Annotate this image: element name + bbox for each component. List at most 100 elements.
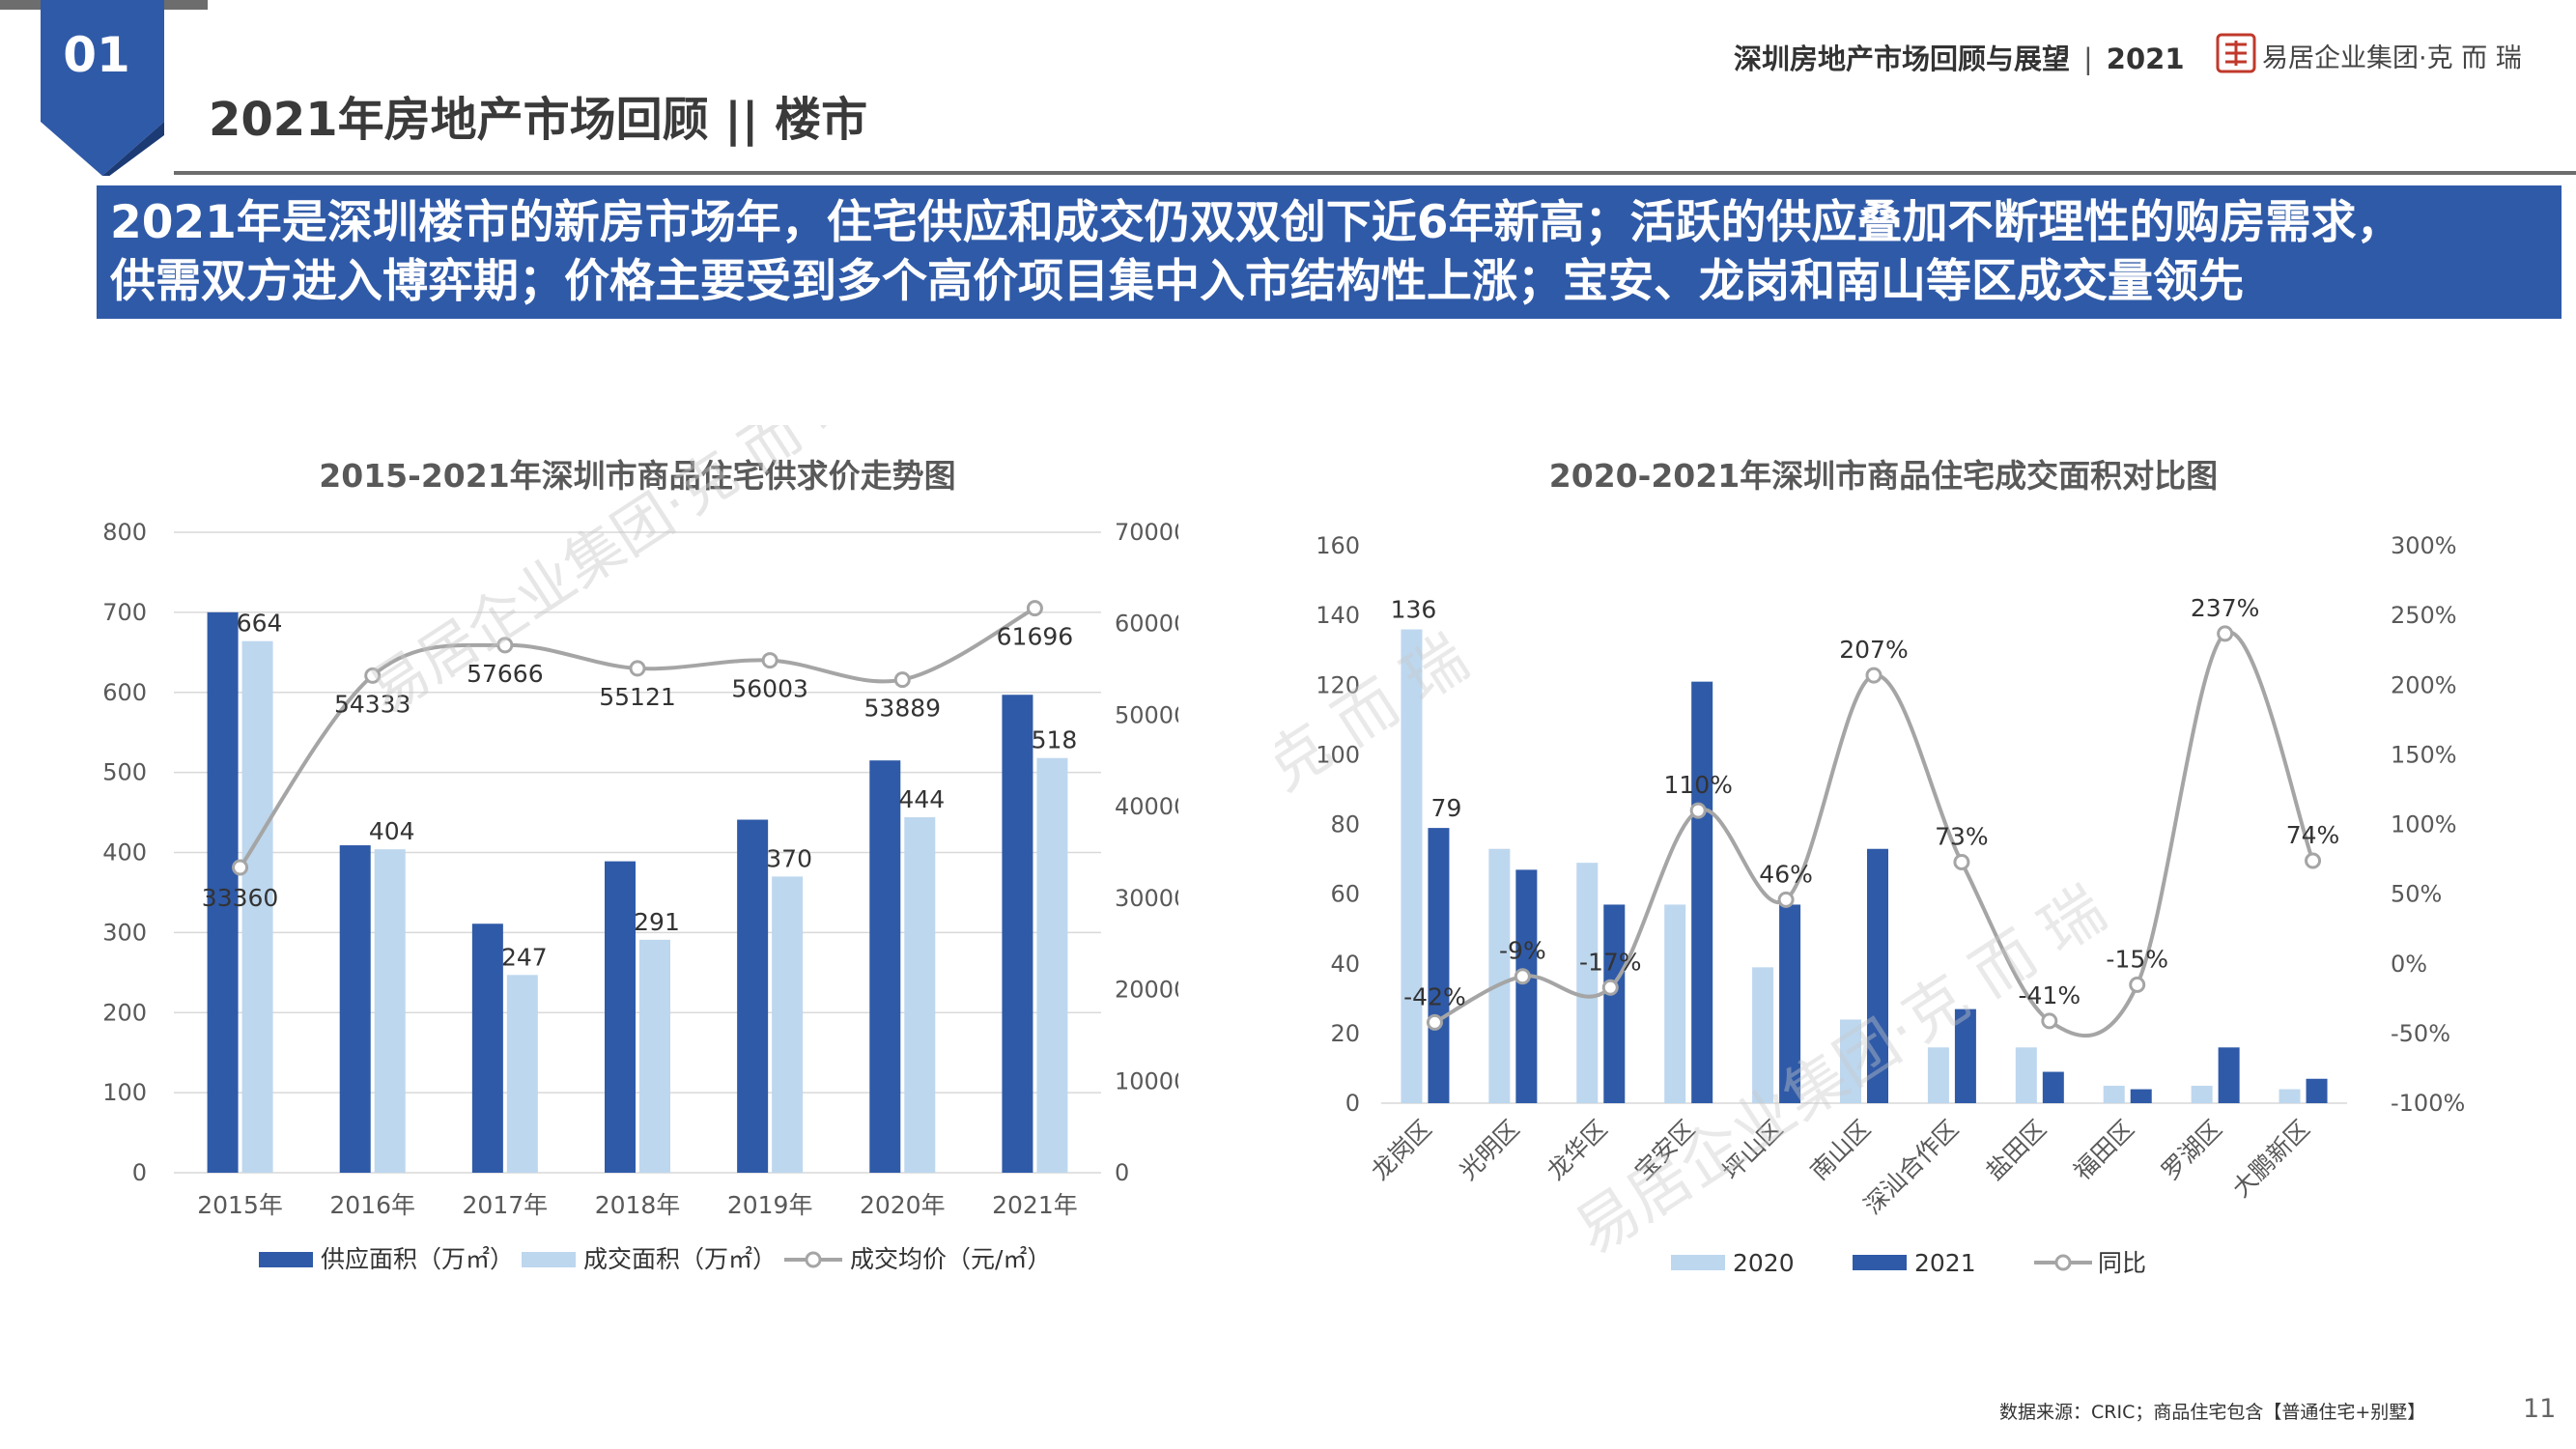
bar-2020 [1488,848,1511,1103]
bar-transaction-label: 247 [501,943,548,971]
bar-2021 [2130,1089,2152,1103]
price-label: 33360 [202,884,279,912]
yoy-point [2041,1012,2058,1030]
bar-2020 [1401,629,1423,1103]
y-right-tick-label: 40000 [1115,793,1178,820]
x-tick-label: 2015年 [197,1191,283,1219]
price-label: 55121 [599,683,676,711]
yoy-label: -41% [2019,981,2081,1009]
yoy-label: -9% [1499,937,1546,965]
yoy-label: 237% [2191,594,2259,622]
bar-supply [207,611,239,1173]
legend-label-price: 成交均价（元/㎡） [850,1245,1051,1273]
bar-2020 [2103,1085,2125,1103]
bar-2021 [2306,1078,2328,1103]
price-point [629,660,646,677]
x-tick-label: 2020年 [860,1191,946,1219]
yoy-label: 73% [1935,822,1989,850]
legend-swatch-2020 [1671,1255,1725,1270]
yoy-point [1865,667,1882,684]
bar-2020 [1752,967,1774,1103]
bar-2021 [1515,869,1538,1103]
y-left-tick-label: 40 [1330,951,1360,978]
yoy-label: -17% [1579,948,1642,976]
yoy-point [1953,853,1970,870]
page-number: 11 [2523,1394,2557,1424]
summary-banner: 2021年是深圳楼市的新房市场年，住宅供应和成交仍双双创下近6年新高；活跃的供应… [97,185,2562,319]
legend-label-yoy: 同比 [2098,1249,2146,1277]
chart-title: 2015-2021年深圳市商品住宅供求价走势图 [319,457,955,495]
y-right-tick-label: -50% [2391,1020,2450,1047]
header-rule [174,171,2576,175]
y-left-tick-label: 500 [102,759,147,786]
bar-transaction [241,640,273,1173]
bar-transaction-label: 664 [237,610,283,638]
chart-district-comparison: 2020-2021年深圳市商品住宅成交面积对比图 0 20 40 60 80 100 120 1… [925,425,2531,1308]
report-title: 深圳房地产市场回顾与展望 [1734,43,2071,75]
yoy-point [2217,625,2234,642]
section-number: 01 [63,27,130,83]
chart-title: 2020-2021年深圳市商品住宅成交面积对比图 [1549,457,2218,495]
bar-supply [737,819,769,1173]
x-tick-label: 2021年 [992,1191,1078,1219]
x-tick-label: 龙岗区 [1366,1115,1437,1186]
y-right-tick-label: -100% [2391,1090,2465,1117]
yoy-point [2129,976,2146,993]
price-point [496,637,514,654]
chart-supply-demand-price-svg: 2015-2021年深圳市商品住宅供求价走势图 0 100 200 300 400 500 6… [102,356,1188,1273]
bar-supply [869,760,901,1173]
price-point [761,652,778,669]
bar-supply [605,861,636,1173]
price-point [364,667,382,684]
x-tick-label: 深汕合作区 [1858,1115,1964,1220]
yoy-point [1514,968,1531,985]
y-left-tick-label: 800 [102,519,147,546]
header-separator: | [2083,43,2093,75]
bar-2020 [2015,1047,2037,1103]
y-left-tick-label: 140 [1316,602,1360,629]
company-logo-text: 易居企业集团·克 而 瑞 [2262,43,2522,73]
yoy-point [2305,852,2322,869]
y-right-tick-label: 250% [2391,602,2457,629]
y-left-tick-label: 80 [1330,811,1360,838]
y-left-tick-label: 400 [102,839,147,867]
bar-transaction [506,975,538,1173]
bar-transaction-label: 444 [898,785,945,813]
y-right-tick-label: 150% [2391,741,2457,768]
y-left-tick-label: 60 [1330,881,1360,908]
bar-transaction [1036,757,1068,1173]
x-tick-label: 福田区 [2068,1115,2139,1186]
bar-2021-label: 79 [1431,794,1462,822]
section-badge [41,0,164,176]
price-label: 56003 [731,675,808,703]
bar-transaction-label: 404 [369,817,415,845]
bar-2021 [2042,1071,2064,1103]
y-right-tick-label: 0 [1115,1159,1129,1186]
x-tick-label: 罗湖区 [2156,1115,2227,1186]
summary-line-2: 供需双方进入博弈期；价格主要受到多个高价项目集中入市结构性上涨；宝安、龙岗和南山… [110,255,2244,308]
bar-supply [339,845,371,1173]
bar-transaction-label: 370 [766,844,812,872]
price-label: 53889 [864,695,942,723]
yoy-point [1601,979,1619,996]
legend-label-transaction: 成交面积（万㎡） [583,1245,777,1273]
price-point [232,859,249,876]
bar-supply [471,923,503,1173]
bar-transaction [639,939,670,1173]
yoy-label: 46% [1759,860,1813,888]
y-right-tick-label: 30000 [1115,885,1178,912]
legend-marker-yoy [2054,1254,2072,1271]
yoy-point [1426,1013,1443,1031]
x-tick-label: 2019年 [727,1191,813,1219]
bar-2021 [2218,1047,2240,1103]
report-year: 2021 [2106,43,2185,75]
y-right-tick-label: 200% [2391,671,2457,698]
y-left-tick-label: 700 [102,599,147,626]
summary-line-1: 2021年是深圳楼市的新房市场年，住宅供应和成交仍双双创下近6年新高；活跃的供应… [110,196,2402,249]
legend-marker-price [805,1251,822,1268]
y-left-tick-label: 200 [102,999,147,1026]
legend-label-2021: 2021 [1914,1249,1976,1277]
bar-transaction [772,876,804,1173]
x-tick-label: 2016年 [329,1191,415,1219]
y-left-tick-label: 0 [1345,1090,1360,1117]
